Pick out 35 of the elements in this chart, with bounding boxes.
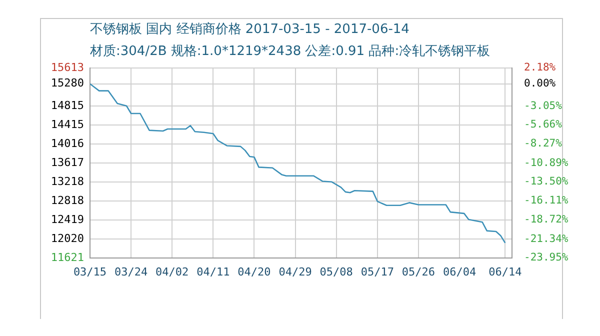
y2-tick-label: -3.05% [524,100,563,112]
y-tick-label: 12818 [50,194,84,207]
y2-tick-label: -16.11% [524,194,569,207]
y-tick-label: 15613 [50,60,84,74]
y2-tick-label: -10.89% [524,156,569,169]
y2-tick-label: -13.50% [524,176,569,188]
y2-tick-label: -21.34% [524,232,569,245]
y2-tick-label: -8.27% [524,138,563,150]
x-tick-label: 06/04 [442,265,476,278]
x-tick-label: 04/20 [238,265,271,278]
y-tick-label: 13218 [50,174,84,188]
chart-subtitle: 材质:304/2B 规格:1.0*1219*2438 公差:0.91 品种:冷轧不锈钢平板 [90,43,490,60]
y-tick-label: 11621 [50,250,84,264]
x-tick-label: 03/15 [73,265,107,278]
y-tick-label: 15280 [50,76,84,90]
y2-tick-label: 2.18% [524,62,556,74]
chart-title: 不锈钢板 国内 经销商价格 2017-03-15 - 2017-06-14 [90,21,410,38]
x-tick-label: 04/11 [196,265,230,278]
y-tick-label: 14815 [50,98,84,112]
x-tick-label: 06/14 [488,265,522,278]
y2-tick-label: -23.95% [524,252,569,264]
x-tick-label: 05/26 [402,265,436,278]
x-tick-label: 03/24 [114,265,148,278]
x-tick-label: 05/08 [320,265,353,278]
y-tick-label: 13617 [50,156,84,169]
y2-tick-label: 0.00% [524,78,556,90]
y-tick-label: 14016 [50,136,84,150]
x-tick-label: 05/17 [360,265,394,278]
y2-tick-label: -5.66% [524,118,563,131]
x-tick-label: 04/29 [278,265,312,278]
y-tick-label: 14415 [50,118,84,131]
y2-tick-label: -18.72% [524,214,569,226]
y-tick-label: 12020 [50,232,84,245]
x-tick-label: 04/02 [156,265,189,278]
y-tick-label: 12419 [50,212,84,226]
